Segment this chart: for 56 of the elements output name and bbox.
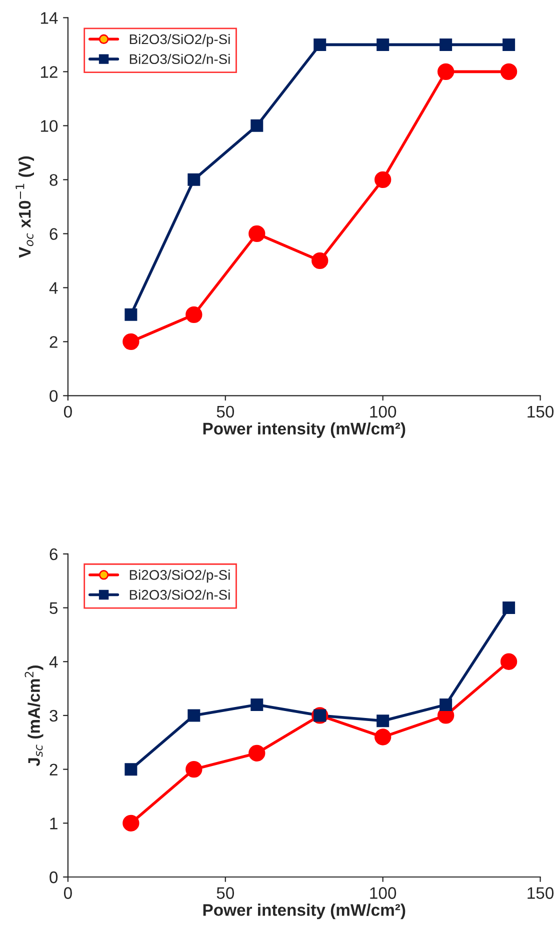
point — [376, 714, 390, 728]
x-tick-label: 50 — [216, 887, 234, 899]
x-tick-label: 150 — [528, 406, 554, 418]
y-tick-label: 4 — [49, 282, 58, 294]
x-tick-label: 100 — [370, 406, 396, 418]
point — [122, 333, 140, 350]
point — [124, 763, 138, 776]
point — [500, 653, 518, 670]
y-tick-label: 3 — [50, 710, 58, 722]
point — [502, 602, 516, 614]
y-tick-label: 10 — [40, 120, 58, 132]
point — [186, 306, 202, 324]
y-tick-label: 8 — [50, 174, 58, 186]
x-tick-label: 0 — [64, 887, 72, 899]
y-tick-label: 0 — [50, 390, 58, 402]
point — [440, 38, 452, 51]
point — [250, 698, 264, 711]
point — [437, 63, 454, 80]
x-tick-label: 150 — [528, 887, 554, 899]
y-tick-label: 0 — [50, 871, 58, 884]
point — [248, 225, 266, 242]
y-tick-label: 1 — [50, 818, 58, 830]
point — [250, 119, 264, 132]
point — [374, 171, 392, 188]
point — [314, 38, 326, 51]
point — [186, 760, 202, 778]
point — [248, 744, 266, 762]
point — [440, 698, 452, 711]
legend-label: Bi2O3/SiO2/n-Si — [130, 54, 230, 64]
point — [502, 38, 516, 51]
point — [188, 709, 200, 722]
legend-label: Bi2O3/SiO2/p-Si — [130, 570, 230, 583]
y-tick-label: 12 — [40, 66, 58, 78]
y-tick-label: 6 — [50, 548, 58, 560]
point — [376, 38, 390, 51]
x-tick-label: 50 — [216, 406, 234, 418]
x-tick-label: 0 — [64, 406, 72, 418]
y-tick-label: 2 — [50, 764, 58, 776]
point — [188, 173, 200, 186]
y-tick-label: 14 — [40, 12, 58, 24]
point — [500, 63, 518, 80]
point — [374, 728, 392, 746]
y-axis-title: J$_{sc}$ (mA/cm$^{2}$) — [24, 666, 44, 766]
y-tick-label: 4 — [49, 656, 58, 668]
legend-label: Bi2O3/SiO2/p-Si — [130, 34, 230, 47]
point — [122, 814, 140, 832]
x-axis-title: Power intensity (mW/cm²) — [203, 422, 406, 438]
y-tick-label: 5 — [50, 602, 58, 614]
x-axis-title: Power intensity (mW/cm²) — [203, 904, 406, 920]
y-tick-label: 6 — [50, 228, 58, 240]
y-tick-label: 2 — [50, 336, 58, 348]
y-axis-title: V$_{oc}$ x10$^{−1}$ (V) — [16, 156, 34, 258]
legend-label: Bi2O3/SiO2/n-Si — [130, 590, 230, 600]
point — [124, 308, 138, 321]
point — [312, 252, 328, 270]
x-tick-label: 100 — [370, 887, 396, 899]
